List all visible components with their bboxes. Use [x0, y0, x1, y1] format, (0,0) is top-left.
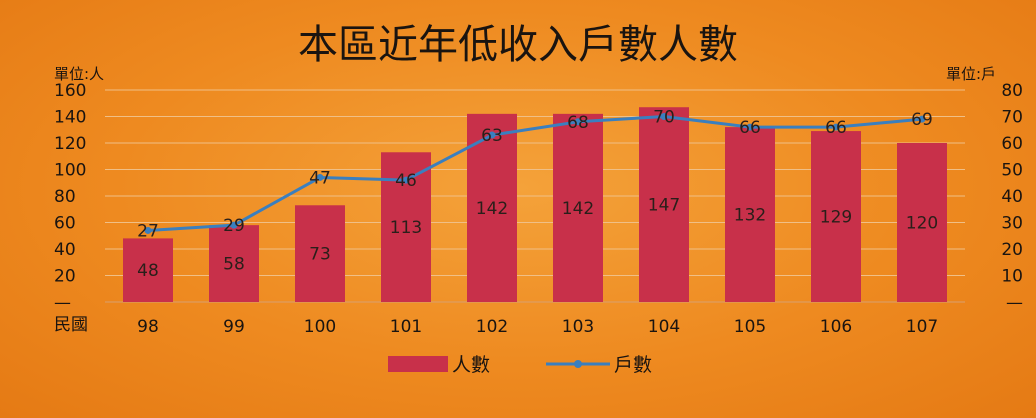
bar — [639, 107, 689, 302]
axes: — — 20 10 40 20 60 30 80 40 100 50 120 60 140 70 160 80 98… — [54, 81, 1023, 337]
x-axis-tick-label: 100 — [304, 317, 336, 337]
x-axis-tick-label: 98 — [137, 317, 159, 337]
left-axis-tick-label: 100 — [54, 161, 86, 181]
line-point — [316, 173, 324, 181]
line-point — [488, 131, 496, 139]
line-data-label: 68 — [567, 113, 589, 133]
line-series — [144, 113, 926, 234]
right-axis-tick-label: 10 — [1001, 267, 1023, 287]
bar-series — [123, 107, 947, 302]
line-point — [230, 221, 238, 229]
x-axis-tick-label: 107 — [906, 317, 938, 337]
line-data-label: 70 — [653, 108, 675, 128]
x-axis-tick-label: 102 — [476, 317, 508, 337]
legend-bar-label: 人數 — [452, 354, 490, 376]
right-axis-tick-label: 80 — [1001, 81, 1023, 101]
bar — [725, 127, 775, 302]
right-axis-tick-label: 60 — [1001, 134, 1023, 154]
line-point — [746, 123, 754, 131]
x-axis-tick-label: 101 — [390, 317, 422, 337]
left-axis-tick-label: 40 — [54, 240, 76, 260]
line-data-label: 63 — [481, 126, 503, 146]
right-axis-unit: 單位:戶 — [946, 65, 996, 83]
line-data-labels: 27 29 47 46 63 68 70 66 66 69 — [137, 108, 933, 242]
left-axis-tick-label: 120 — [54, 134, 86, 154]
right-axis-tick-label: 30 — [1001, 214, 1023, 234]
line-data-label: 27 — [137, 221, 159, 241]
bar — [209, 225, 259, 302]
line-point — [574, 118, 582, 126]
x-axis-tick-label: 103 — [562, 317, 594, 337]
legend-line-marker — [574, 360, 582, 368]
right-axis-tick-label: — — [1006, 293, 1023, 313]
x-axis-tick-label: 99 — [223, 317, 245, 337]
x-axis-tick-label: 104 — [648, 317, 680, 337]
left-axis-tick-label: 80 — [54, 187, 76, 207]
line-data-label: 66 — [739, 118, 761, 138]
line-data-label: 69 — [911, 110, 933, 130]
legend: 人數 戶數 — [388, 354, 652, 376]
legend-line-label: 戶數 — [614, 354, 652, 376]
bar-data-label: 147 — [648, 196, 680, 216]
line-data-label: 47 — [309, 168, 331, 188]
line-data-label: 46 — [395, 171, 417, 191]
line-data-label: 29 — [223, 216, 245, 236]
left-axis-tick-label: 20 — [54, 267, 76, 287]
bar-data-label: 73 — [309, 245, 331, 265]
line-point — [832, 123, 840, 131]
line-path — [147, 115, 923, 232]
left-axis-tick-label: 160 — [54, 81, 86, 101]
right-axis-tick-label: 20 — [1001, 240, 1023, 260]
left-axis-tick-label: 60 — [54, 214, 76, 234]
right-axis-tick-label: 50 — [1001, 161, 1023, 181]
left-axis-tick-label: 140 — [54, 108, 86, 128]
bar-data-labels: 48 58 73 113 142 142 147 132 129 120 — [137, 196, 938, 282]
bar-data-label: 113 — [390, 218, 422, 238]
right-axis-tick-label: 40 — [1001, 187, 1023, 207]
line-point — [660, 113, 668, 120]
left-axis-tick-label: — — [54, 293, 71, 313]
chart-title: 本區近年低收入戶數人數 — [298, 22, 738, 68]
bar-data-label: 120 — [906, 214, 938, 234]
bar-data-label: 48 — [137, 261, 159, 281]
bar — [897, 143, 947, 302]
bar-data-label: 142 — [476, 199, 508, 219]
line-data-label: 66 — [825, 118, 847, 138]
line-point — [918, 115, 926, 123]
bar — [123, 238, 173, 302]
bar-data-label: 129 — [820, 208, 852, 228]
x-axis-tick-label: 105 — [734, 317, 766, 337]
bar-data-label: 58 — [223, 255, 245, 275]
legend-bar-swatch — [388, 356, 448, 372]
line-point — [402, 176, 410, 184]
bar-data-label: 142 — [562, 199, 594, 219]
bar — [295, 205, 345, 302]
right-axis-tick-label: 70 — [1001, 108, 1023, 128]
bar — [811, 131, 861, 302]
bar — [553, 113, 603, 302]
left-axis-unit: 單位:人 — [54, 65, 104, 83]
line-point — [144, 226, 152, 234]
x-axis-tick-label: 106 — [820, 317, 852, 337]
x-axis-prefix: 民國 — [54, 315, 88, 335]
bar-data-label: 132 — [734, 206, 766, 226]
